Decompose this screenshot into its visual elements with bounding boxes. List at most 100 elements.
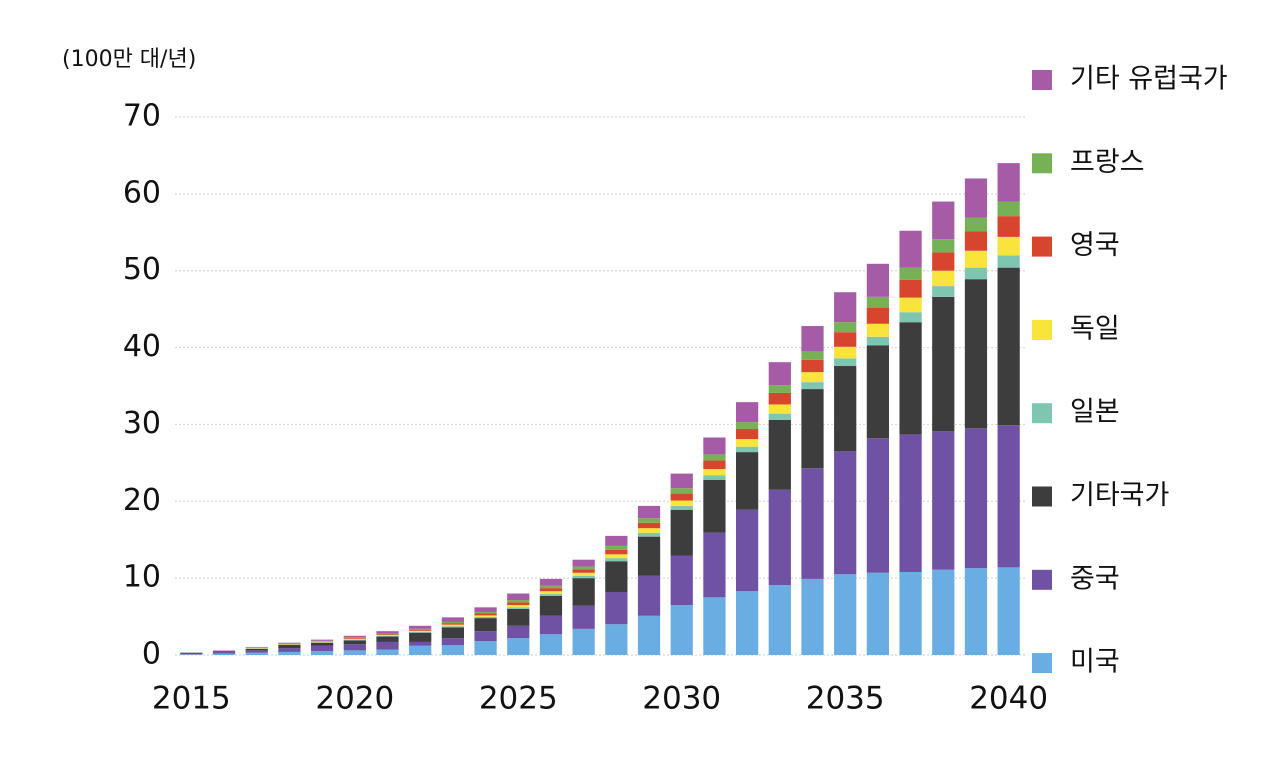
bar-segment (376, 649, 399, 655)
bar-segment (899, 312, 922, 323)
bar-segment (441, 627, 464, 639)
bar-segment (343, 638, 366, 640)
bar-segment (866, 345, 889, 439)
legend-label: 미국 (1070, 647, 1120, 678)
bar-segment (409, 629, 432, 631)
bar-segment (899, 322, 922, 435)
bar-segment (932, 431, 955, 570)
bar-segment (572, 569, 595, 573)
bar-segment (311, 642, 334, 646)
bar-segment (997, 255, 1020, 268)
bar-segment (605, 558, 628, 562)
bar-segment (474, 611, 497, 614)
bar-segment (637, 522, 661, 529)
bar-segment (801, 372, 824, 383)
bar-segment (899, 279, 922, 298)
bar-segment (311, 641, 334, 643)
bar-segment (703, 479, 726, 533)
bar-segment (703, 532, 726, 598)
bar-segment (441, 638, 464, 646)
bar-segment (932, 569, 955, 655)
bar-segment (539, 591, 563, 594)
bar-segment (834, 346, 857, 359)
bar-segment (997, 425, 1020, 568)
bar-segment (964, 250, 988, 268)
bar-segment (768, 404, 791, 414)
bar-segment (736, 446, 759, 453)
bar-segment (539, 595, 563, 616)
bar-segment (768, 413, 791, 420)
bar-segment (376, 641, 399, 650)
bar-segment (997, 236, 1020, 256)
bar-segment (474, 607, 497, 612)
bar-segment (507, 602, 530, 606)
bar-segment (703, 454, 726, 461)
bar-segment (703, 437, 726, 455)
bar-segment (670, 473, 693, 489)
bar-segment (736, 429, 759, 440)
bar-segment (441, 623, 464, 625)
bar-segment (278, 645, 301, 649)
bar-segment (539, 578, 563, 586)
bar-segment (376, 633, 399, 635)
bar-segment (866, 323, 889, 337)
bar-segment (605, 624, 628, 655)
bar-segment (343, 635, 366, 638)
bar-segment (768, 489, 791, 586)
bar-segment (670, 555, 693, 606)
bar-segment (801, 468, 824, 579)
bar-segment (343, 637, 366, 639)
bar-segment (376, 634, 399, 636)
bar-segment (703, 475, 726, 480)
bar-segment (539, 634, 563, 655)
bar-segment (605, 554, 628, 559)
y-tick-label: 60 (123, 175, 161, 210)
bar-segment (572, 572, 595, 576)
bar-segment (834, 366, 857, 452)
bar-segment (441, 626, 464, 628)
bar-segment (180, 653, 203, 655)
bar-segment (507, 638, 530, 655)
bar-segment (866, 263, 889, 297)
bar-segment (964, 231, 988, 251)
bar-segment (409, 628, 432, 630)
y-tick-label: 50 (123, 252, 161, 287)
bar-segment (736, 452, 759, 510)
bar-segment (670, 488, 693, 494)
bar-segment (899, 230, 922, 268)
bar-segment (637, 615, 661, 655)
bar-segment (637, 536, 661, 576)
legend-swatch (1032, 153, 1052, 174)
bar-segment (736, 422, 759, 430)
legend-swatch (1032, 569, 1052, 590)
bar-segment (180, 652, 203, 654)
y-tick-label: 10 (123, 560, 161, 595)
bar-segment (703, 469, 726, 476)
legend-swatch (1032, 236, 1052, 257)
bar-segment (997, 267, 1020, 426)
bar-segment (964, 279, 988, 429)
bar-segment (572, 605, 595, 629)
bar-segment (343, 644, 366, 651)
bar-segment (441, 624, 464, 627)
bar-segment (605, 545, 628, 550)
bar-segment (376, 635, 399, 636)
bar-segment (212, 651, 236, 654)
bar-segment (572, 566, 595, 570)
bar-segment (932, 201, 955, 240)
bar-segment (670, 500, 693, 506)
y-tick-label: 40 (123, 329, 161, 364)
bar-segment (997, 201, 1020, 217)
y-tick-label: 20 (123, 483, 161, 518)
bar-segment (670, 505, 693, 510)
bar-segment (539, 593, 563, 596)
bar-segment (474, 615, 497, 617)
bar-segment (964, 428, 988, 569)
bar-segment (278, 651, 301, 655)
y-axis-label: (100만 대/년) (62, 47, 196, 72)
bar-segment (409, 641, 432, 646)
bar-segment (703, 460, 726, 470)
bar-segment (834, 332, 857, 347)
bar-segment (507, 593, 530, 601)
